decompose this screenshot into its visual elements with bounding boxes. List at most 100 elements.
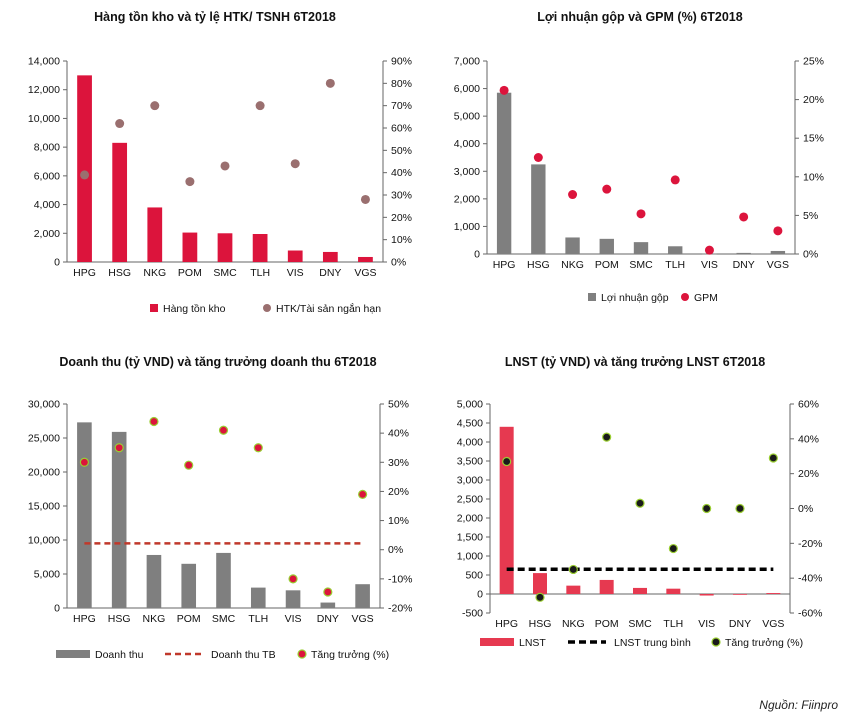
bar bbox=[111, 431, 127, 608]
bar bbox=[358, 256, 373, 262]
category-label: VIS bbox=[287, 267, 304, 279]
left-tick-label: 8,000 bbox=[34, 142, 60, 154]
left-tick-label: 2,000 bbox=[457, 513, 483, 525]
legend-label: LNST bbox=[519, 637, 546, 649]
bar bbox=[322, 251, 338, 262]
data-point bbox=[568, 564, 578, 575]
chart-1-title: Hàng tồn kho và tỷ lệ HTK/ TSNH 6T2018 bbox=[94, 10, 336, 24]
right-tick-label: 30% bbox=[391, 190, 412, 202]
data-point bbox=[149, 416, 159, 427]
category-label: VGS bbox=[762, 618, 784, 630]
data-point bbox=[323, 587, 333, 597]
right-tick-label: 0% bbox=[388, 544, 403, 556]
bar bbox=[496, 92, 512, 254]
category-label: HSG bbox=[529, 618, 552, 630]
bar bbox=[770, 250, 786, 254]
data-point bbox=[218, 425, 229, 435]
chart-4: LNST (tỷ VND) và tăng trưởng LNST 6T2018… bbox=[457, 355, 823, 649]
category-label: VGS bbox=[354, 267, 376, 279]
legend-swatch bbox=[681, 293, 689, 301]
right-tick-label: 80% bbox=[391, 78, 412, 90]
bar bbox=[633, 242, 649, 254]
chart-1: Hàng tồn kho và tỷ lệ HTK/ TSNH 6T2018 0… bbox=[28, 10, 412, 315]
right-tick-label: 30% bbox=[388, 457, 409, 469]
bar bbox=[599, 579, 614, 594]
bar bbox=[566, 585, 581, 594]
category-label: POM bbox=[178, 267, 202, 279]
legend-label: Lợi nhuận gộp bbox=[601, 292, 669, 304]
legend-swatch bbox=[263, 304, 271, 312]
bar bbox=[599, 238, 614, 254]
left-tick-label: 3,000 bbox=[457, 475, 483, 487]
category-label: SMC bbox=[628, 618, 652, 630]
bar bbox=[217, 233, 233, 262]
category-label: VIS bbox=[285, 613, 302, 625]
legend-swatch bbox=[56, 650, 90, 658]
right-tick-label: 0% bbox=[798, 503, 813, 515]
data-point bbox=[568, 190, 578, 200]
left-tick-label: 6,000 bbox=[454, 83, 480, 95]
right-tick-label: -20% bbox=[388, 603, 413, 615]
left-tick-label: 5,000 bbox=[454, 111, 480, 123]
left-tick-label: 12,000 bbox=[28, 84, 60, 96]
data-point bbox=[499, 85, 509, 95]
bar bbox=[252, 234, 268, 262]
category-label: POM bbox=[177, 613, 201, 625]
left-tick-label: 25,000 bbox=[28, 433, 60, 445]
right-tick-label: 0% bbox=[391, 257, 406, 269]
legend-swatch bbox=[588, 293, 596, 301]
right-tick-label: 20% bbox=[803, 94, 824, 106]
right-tick-label: 20% bbox=[798, 468, 819, 480]
chart-3-title: Doanh thu (tỷ VND) và tăng trưởng doanh … bbox=[59, 355, 376, 369]
bar bbox=[355, 584, 370, 608]
left-tick-label: 1,500 bbox=[457, 532, 483, 544]
right-tick-label: 40% bbox=[798, 433, 819, 445]
data-point bbox=[773, 226, 783, 236]
bar bbox=[77, 75, 92, 262]
right-tick-label: 10% bbox=[391, 234, 412, 246]
left-tick-label: 0 bbox=[54, 603, 60, 615]
legend-label: GPM bbox=[694, 292, 718, 304]
data-point bbox=[114, 443, 124, 453]
chart-3: Doanh thu (tỷ VND) và tăng trưởng doanh … bbox=[28, 355, 413, 661]
right-tick-label: 70% bbox=[391, 100, 412, 112]
data-point bbox=[255, 101, 265, 111]
right-tick-label: 0% bbox=[803, 249, 818, 261]
data-point bbox=[79, 457, 89, 467]
category-label: TLH bbox=[665, 259, 685, 271]
left-tick-label: 6,000 bbox=[34, 170, 60, 182]
left-tick-label: 4,000 bbox=[34, 199, 60, 211]
bar bbox=[766, 593, 781, 594]
bar bbox=[531, 164, 546, 254]
data-point bbox=[739, 212, 749, 222]
data-point bbox=[325, 78, 335, 88]
bar bbox=[112, 142, 128, 262]
bar bbox=[287, 250, 303, 262]
legend-label: Tăng trưởng (%) bbox=[725, 637, 803, 649]
legend-swatch bbox=[480, 638, 514, 646]
left-tick-label: 2,000 bbox=[34, 228, 60, 240]
data-point bbox=[115, 119, 125, 129]
left-tick-label: 4,500 bbox=[457, 418, 483, 430]
left-tick-label: 15,000 bbox=[28, 501, 60, 513]
category-label: SMC bbox=[212, 613, 236, 625]
bar bbox=[633, 587, 647, 594]
data-point bbox=[636, 209, 646, 219]
left-tick-label: 2,500 bbox=[457, 494, 483, 506]
data-point bbox=[702, 503, 712, 514]
left-tick-label: 2,000 bbox=[454, 193, 480, 205]
legend-swatch bbox=[297, 649, 307, 659]
data-point bbox=[768, 453, 778, 463]
left-tick-label: 0 bbox=[477, 589, 483, 601]
bar bbox=[250, 587, 266, 608]
left-tick-label: 5,000 bbox=[34, 569, 60, 581]
data-point bbox=[253, 443, 263, 453]
left-tick-label: 0 bbox=[474, 249, 480, 261]
category-label: VGS bbox=[352, 613, 374, 625]
bar bbox=[733, 594, 747, 595]
category-label: VIS bbox=[698, 618, 715, 630]
data-point bbox=[80, 170, 90, 180]
data-point bbox=[535, 592, 545, 602]
category-label: TLH bbox=[250, 267, 270, 279]
